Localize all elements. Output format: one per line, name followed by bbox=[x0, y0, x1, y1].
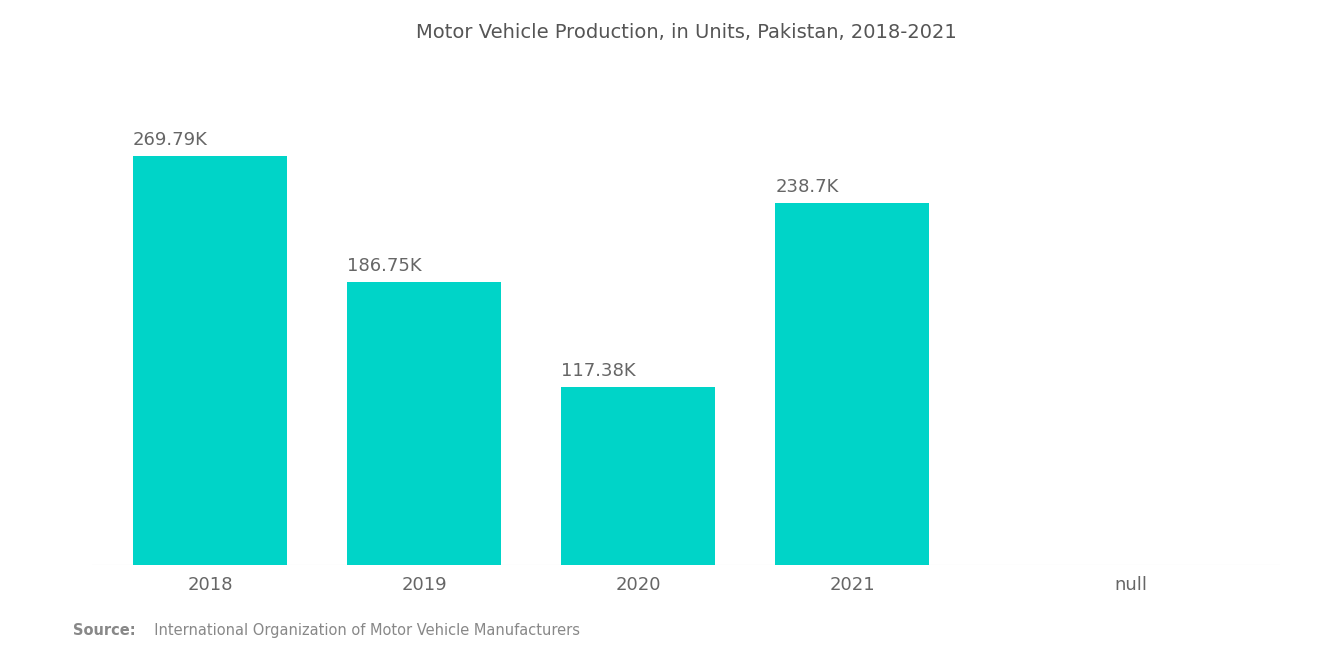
Text: 269.79K: 269.79K bbox=[133, 131, 209, 149]
Bar bbox=[133, 156, 288, 565]
Bar bbox=[347, 282, 502, 565]
Text: 238.7K: 238.7K bbox=[775, 178, 838, 196]
Text: 186.75K: 186.75K bbox=[347, 257, 422, 275]
Bar bbox=[561, 387, 715, 565]
Text: 117.38K: 117.38K bbox=[561, 362, 636, 380]
Title: Motor Vehicle Production, in Units, Pakistan, 2018-2021: Motor Vehicle Production, in Units, Paki… bbox=[416, 23, 957, 42]
Bar bbox=[775, 203, 929, 565]
Text: Source:: Source: bbox=[73, 623, 135, 638]
Text: International Organization of Motor Vehicle Manufacturers: International Organization of Motor Vehi… bbox=[145, 623, 581, 638]
